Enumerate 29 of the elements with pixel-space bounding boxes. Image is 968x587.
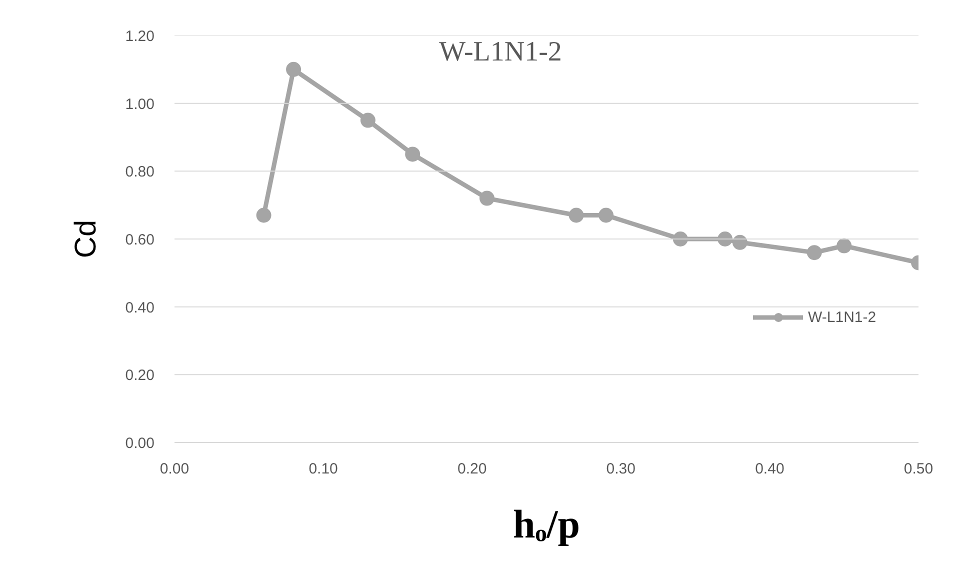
point (479, 190, 494, 206)
point (405, 146, 420, 162)
point (672, 232, 688, 246)
y-tick-label: 1.20 (125, 28, 155, 45)
x-tick-label: 0.30 (606, 460, 636, 478)
x-tick-label: 0.50 (904, 460, 934, 478)
point (286, 62, 302, 77)
point (598, 208, 614, 223)
x-tick-label: 0.10 (308, 460, 338, 478)
point (718, 232, 733, 246)
y-tick-label: 0.00 (125, 435, 155, 452)
chart-title: W-L1N1-2 (439, 36, 562, 68)
point (732, 234, 748, 250)
point (568, 208, 584, 223)
point (256, 208, 272, 223)
point (806, 245, 822, 260)
x-tick-label: 0.20 (458, 460, 487, 478)
y-tick-label: 0.40 (125, 299, 155, 316)
y-tick-label: 1.00 (125, 96, 155, 113)
x-tick-label: 0.40 (755, 460, 784, 478)
y-tick-label: 0.60 (125, 232, 155, 248)
x-tick-label: 0.00 (160, 460, 190, 478)
y-tick-label: 0.20 (125, 367, 155, 384)
y-tick-label: 0.80 (125, 164, 155, 181)
point (360, 112, 376, 128)
y-axis-title: Cd (69, 220, 102, 258)
x-axis-title: hₒ/p (512, 502, 580, 546)
legend-label: W-L1N1-2 (808, 308, 876, 326)
point (836, 238, 852, 254)
